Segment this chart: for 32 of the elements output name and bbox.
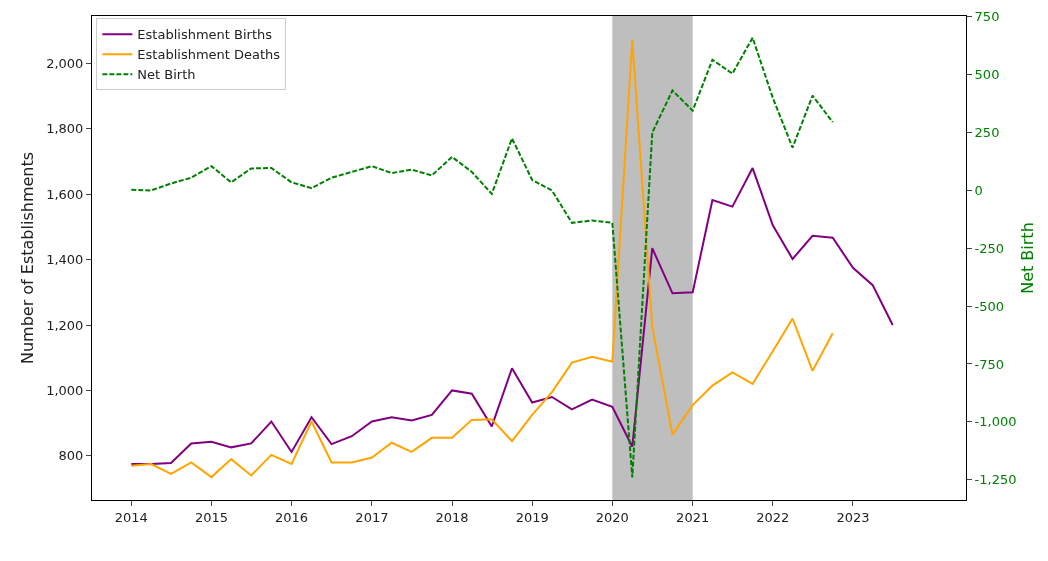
y-axis-title: Number of Establishments	[18, 151, 38, 365]
x-tick-label: 2019	[515, 509, 549, 525]
y-tick-label: 1,200	[46, 317, 84, 333]
y2-tick-label: 0	[974, 182, 983, 198]
x-tick-label: 2014	[114, 509, 148, 525]
y-tick-label: 1,800	[46, 121, 84, 137]
x-tick-label: 2020	[595, 509, 629, 525]
y2-tick-label: 500	[974, 67, 1000, 83]
x-tick-label: 2021	[676, 509, 710, 525]
y2-tick-label: -250	[974, 240, 1005, 256]
y-tick-label: 2,000	[46, 55, 84, 71]
y-tick-label: 1,000	[46, 383, 84, 398]
y2-tick-label: -500	[974, 298, 1005, 314]
y2-tick-label: 750	[974, 9, 1000, 25]
line-series	[130, 167, 894, 466]
y2-tick-label: 250	[974, 125, 1000, 141]
legend-label: Establishment Deaths	[137, 47, 281, 63]
x-tick-label: 2022	[756, 509, 790, 525]
x-tick-label: 2015	[194, 509, 228, 525]
y2-axis-title: Net Birth	[1018, 222, 1038, 294]
legend-label: Establishment Births	[137, 27, 273, 43]
y-tick-label: 1,600	[46, 186, 84, 202]
x-tick-label: 2017	[355, 509, 389, 525]
y-tick-label: 1,400	[46, 252, 84, 268]
x-tick-label: 2023	[836, 509, 870, 525]
y2-tick-label: -750	[974, 356, 1005, 372]
y2-tick-label: -1,250	[974, 472, 1017, 488]
x-tick-label: 2016	[275, 509, 309, 525]
x-tick-label: 2018	[435, 509, 469, 525]
legend-label: Net Birth	[137, 67, 196, 83]
y-tick-label: 800	[58, 448, 84, 464]
y2-tick-label: -1,000	[974, 414, 1017, 430]
